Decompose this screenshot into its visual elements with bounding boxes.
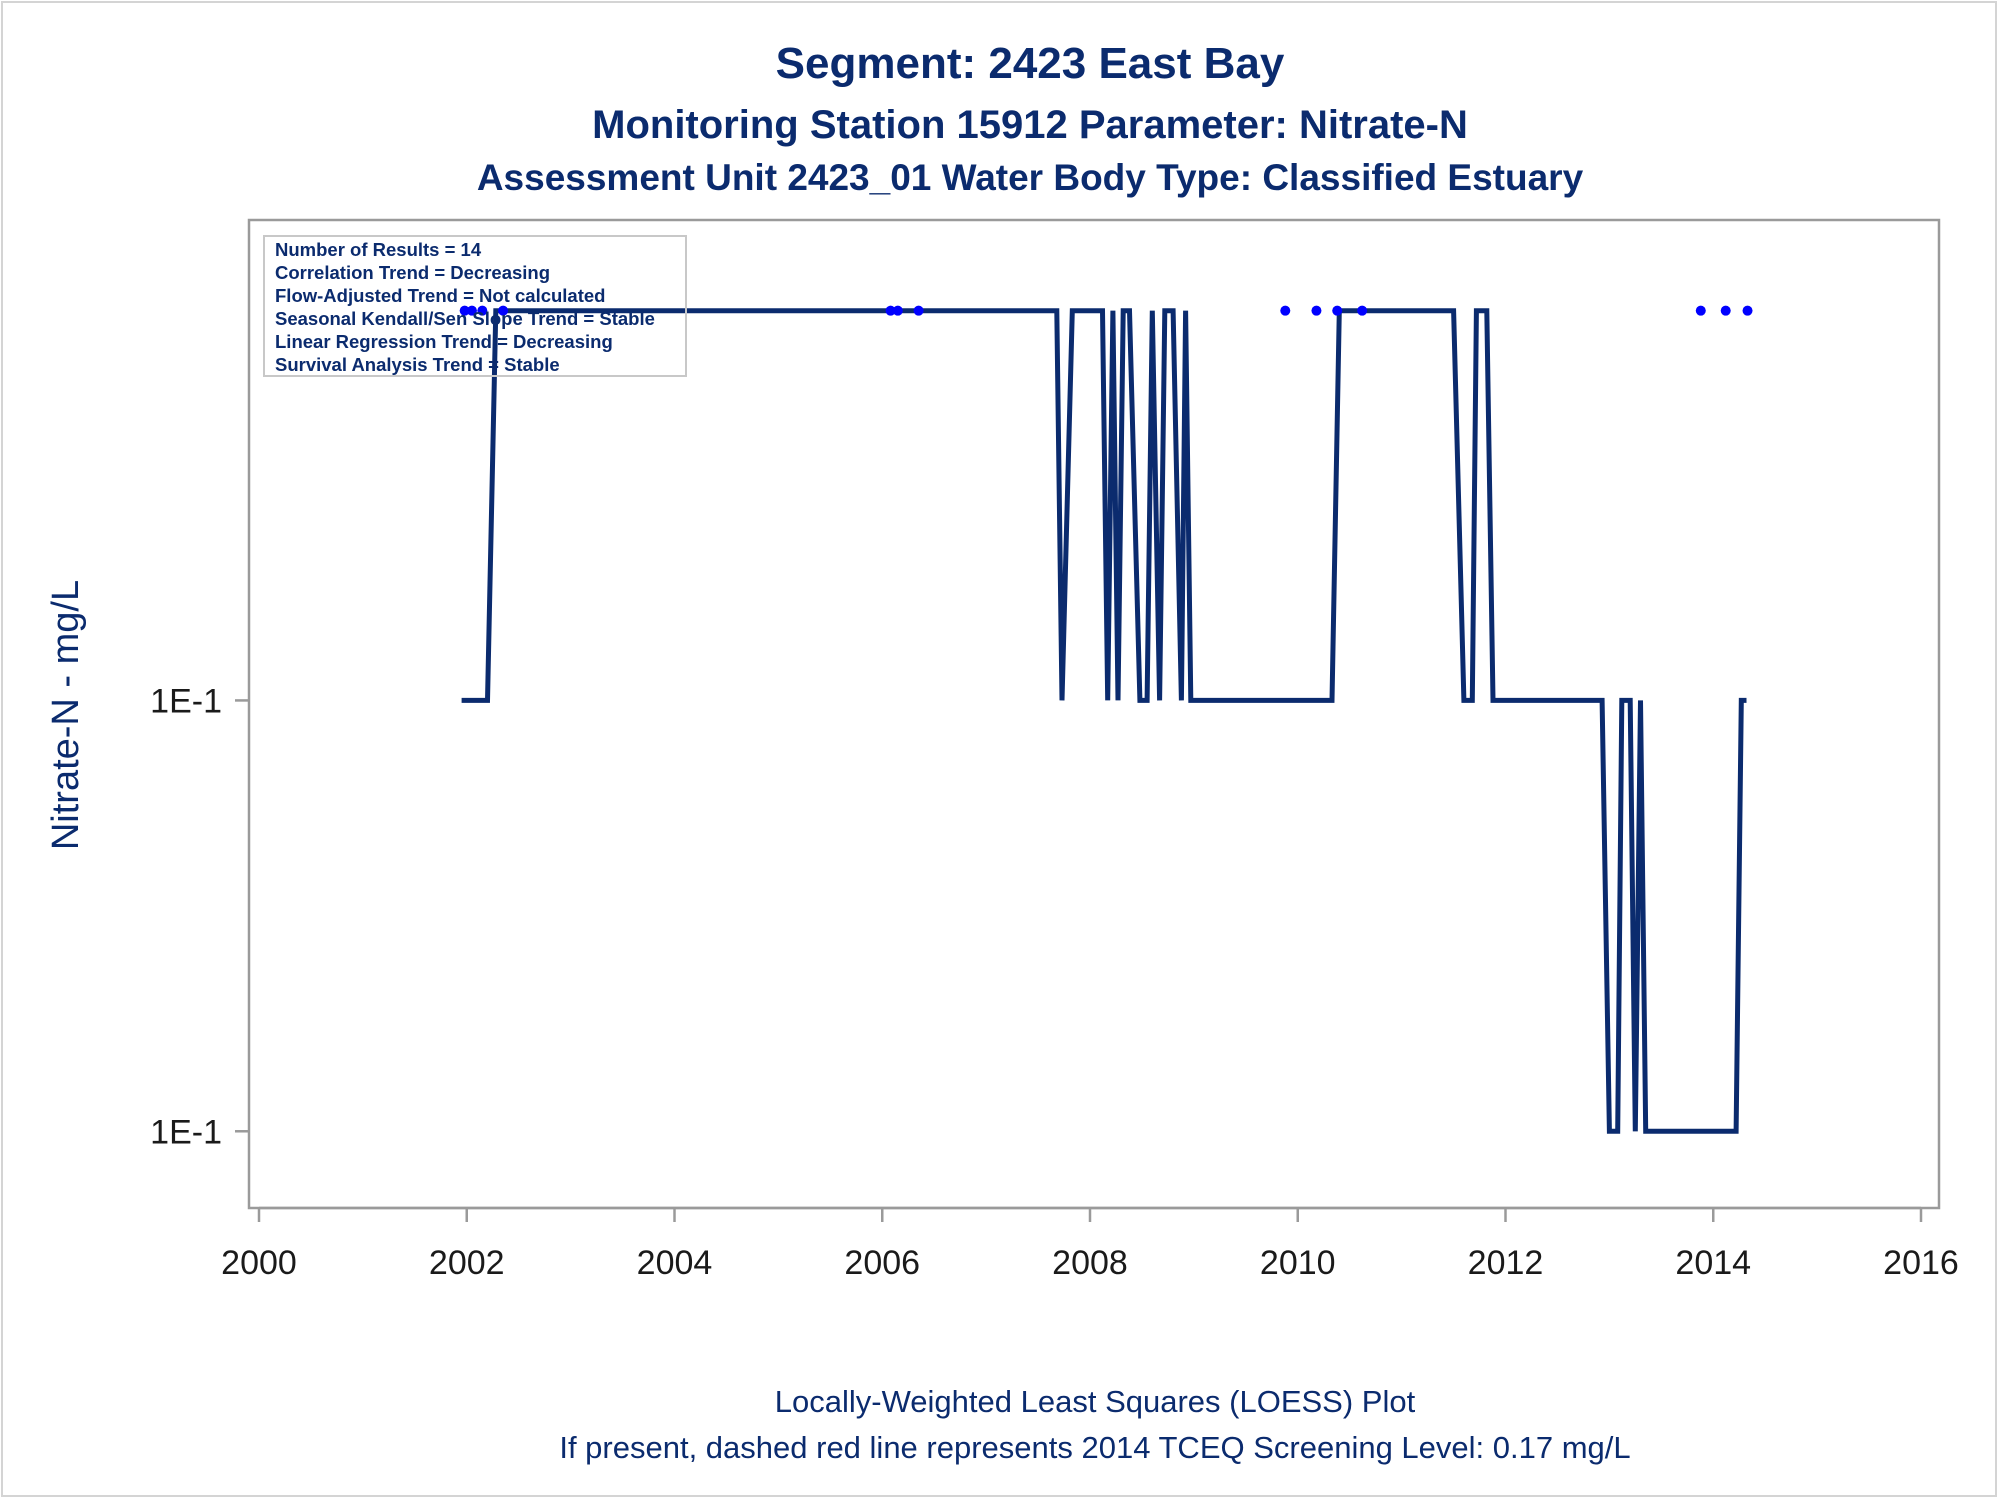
data-point — [892, 305, 903, 316]
data-point — [466, 305, 477, 316]
stats-line-linear-regression: Linear Regression Trend = Decreasing — [275, 331, 613, 352]
y-tick-label: 1E-1 — [150, 1113, 222, 1151]
stats-line-seasonal-kendall: Seasonal Kendall/Sen Slope Trend = Stabl… — [275, 308, 655, 329]
series-layer — [459, 305, 1753, 1134]
data-point — [1695, 305, 1706, 316]
x-tick-label: 2000 — [221, 1244, 297, 1282]
stats-box-frame — [263, 235, 687, 377]
x-tick-label: 2002 — [429, 1244, 505, 1282]
x-axis: 2000 2002 2004 2006 2008 2010 2012 2014 2016 — [221, 1206, 1959, 1282]
data-point — [1332, 305, 1343, 316]
data-point — [913, 305, 924, 316]
x-tick-label: 2016 — [1883, 1244, 1959, 1282]
stats-line-correlation: Correlation Trend = Decreasing — [275, 262, 550, 283]
y-tick-label: 1E-1 — [150, 682, 222, 720]
data-point — [1720, 305, 1731, 316]
y-axis-label: Nitrate-N - mg/L — [45, 580, 87, 850]
x-tick-label: 2014 — [1675, 1244, 1751, 1282]
loess-line — [461, 308, 1747, 1134]
data-point — [1742, 305, 1753, 316]
y-axis: 1E-1 1E-1 — [150, 682, 249, 1151]
x-tick-label: 2006 — [844, 1244, 920, 1282]
data-point — [885, 305, 896, 316]
footnote-loess: Locally-Weighted Least Squares (LOESS) P… — [775, 1384, 1416, 1419]
chart-subtitle: Monitoring Station 15912 Parameter: Nitr… — [592, 103, 1468, 147]
x-tick-label: 2008 — [1052, 1244, 1128, 1282]
data-point — [459, 305, 470, 316]
footnote-screening-level: If present, dashed red line represents 2… — [559, 1430, 1630, 1465]
data-point — [477, 305, 488, 316]
data-point — [498, 305, 509, 316]
x-tick-label: 2012 — [1468, 1244, 1544, 1282]
x-tick-label: 2010 — [1260, 1244, 1336, 1282]
x-tick-label: 2004 — [637, 1244, 713, 1282]
chart-subtitle-2: Assessment Unit 2423_01 Water Body Type:… — [477, 157, 1584, 198]
stats-box: Number of Results = 14 Correlation Trend… — [263, 235, 687, 377]
data-point — [1280, 305, 1291, 316]
chart-title: Segment: 2423 East Bay — [776, 39, 1285, 88]
stats-line-flow-adjusted: Flow-Adjusted Trend = Not calculated — [275, 285, 605, 306]
data-point — [1357, 305, 1368, 316]
stats-line-survival: Survival Analysis Trend = Stable — [275, 354, 560, 375]
data-point — [1311, 305, 1322, 316]
stats-line-results: Number of Results = 14 — [275, 239, 482, 260]
